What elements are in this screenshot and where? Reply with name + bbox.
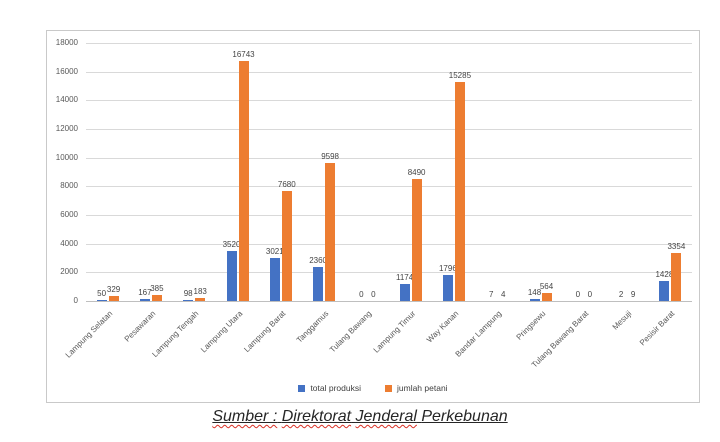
bar-total-produksi-pesisir-barat: [659, 281, 670, 301]
data-label-total-produksi-mesuji: 2: [618, 290, 624, 299]
gridline-4000: [86, 243, 692, 245]
bar-jumlah-petani-pesawaran: [151, 295, 162, 301]
gridline-10000: [86, 157, 692, 159]
data-label-jumlah-petani-lampung-selatan: 329: [106, 285, 121, 294]
y-tick-14000: 14000: [55, 95, 78, 105]
gridline-2000: [86, 272, 692, 274]
bar-total-produksi-lampung-tengah: [183, 300, 194, 301]
bar-total-produksi-lampung-utara: [226, 251, 237, 301]
data-label-total-produksi-pringsewu: 148: [527, 288, 542, 297]
gridline-6000: [86, 215, 692, 216]
y-tick-8000: 8000: [60, 181, 78, 191]
data-label-jumlah-petani-pesisir-barat: 3354: [667, 242, 686, 251]
legend: total produksi jumlah petani: [47, 383, 699, 393]
x-axis-line: [86, 301, 692, 302]
y-tick-2000: 2000: [60, 267, 78, 277]
y-tick-18000: 18000: [55, 38, 78, 47]
y-tick-16000: 16000: [55, 66, 78, 76]
gridline-14000: [86, 100, 692, 102]
caption-word-sumber: Sumber :: [212, 408, 278, 425]
data-label-total-produksi-lampung-utara: 3520: [222, 240, 241, 249]
gridline-8000: [86, 186, 692, 188]
data-label-total-produksi-way-kanan: 1796: [438, 264, 457, 273]
data-label-jumlah-petani-way-kanan: 15285: [448, 71, 472, 80]
data-label-total-produksi-lampung-timur: 1174: [395, 273, 414, 282]
y-tick-4000: 4000: [60, 238, 78, 248]
y-tick-0: 0: [73, 296, 78, 305]
data-label-total-produksi-lampung-tengah: 98: [183, 289, 193, 298]
data-label-total-produksi-pesisir-barat: 1428: [655, 270, 674, 279]
data-label-total-produksi-pesawaran: 167: [138, 288, 152, 297]
caption-word-direktorat: Direktorat: [281, 408, 352, 425]
bar-total-produksi-way-kanan: [442, 275, 453, 301]
bar-jumlah-petani-pringsewu: [541, 293, 552, 301]
bar-jumlah-petani-lampung-timur: [411, 179, 422, 301]
data-label-total-produksi-tanggamus: 2360: [309, 256, 327, 265]
data-label-jumlah-petani-mesuji: 9: [630, 290, 636, 299]
source-caption: Sumber : Direktorat Jenderal Perkebunan: [0, 408, 720, 426]
bar-total-produksi-lampung-barat: [269, 258, 280, 301]
data-label-jumlah-petani-lampung-tengah: 183: [193, 287, 207, 296]
data-label-jumlah-petani-bandar-lampung: 4: [500, 290, 506, 299]
bar-total-produksi-lampung-selatan: [96, 300, 107, 301]
legend-label-total-produksi: total produksi: [310, 383, 361, 393]
bar-total-produksi-lampung-timur: [399, 284, 410, 301]
data-label-jumlah-petani-tulang-bawang: 0: [371, 290, 376, 299]
plot-area: 0 2000 4000 6000 8000 10000 12000 14000 16000 180…: [47, 31, 699, 402]
bar-total-produksi-tanggamus: [313, 267, 324, 301]
y-tick-12000: 12000: [55, 124, 78, 133]
gridline-12000: [86, 129, 692, 130]
y-tick-6000: 6000: [60, 210, 78, 219]
gridline-16000: [86, 71, 692, 73]
bar-jumlah-petani-way-kanan: [454, 82, 465, 301]
gridline-18000: [86, 43, 692, 44]
caption-word-perkebunan: Perkebunan: [421, 408, 508, 425]
bar-jumlah-petani-lampung-tengah: [195, 298, 206, 301]
data-label-total-produksi-lampung-barat: 3021: [265, 247, 284, 256]
data-label-jumlah-petani-lampung-barat: 7680: [277, 180, 296, 189]
chart-frame: 0 2000 4000 6000 8000 10000 12000 14000 16000 180…: [46, 30, 700, 403]
data-label-jumlah-petani-pringsewu: 564: [539, 282, 554, 291]
bar-jumlah-petani-pesisir-barat: [671, 253, 682, 301]
data-label-jumlah-petani-lampung-utara: 16743: [232, 50, 255, 59]
caption-word-jenderal: Jenderal: [355, 408, 417, 425]
bar-jumlah-petani-lampung-utara: [238, 61, 249, 301]
data-label-jumlah-petani-lampung-timur: 8490: [407, 168, 426, 177]
data-label-total-produksi-tulang-bawang-barat: 0: [575, 290, 581, 299]
bar-jumlah-petani-tanggamus: [325, 163, 336, 301]
legend-item-jumlah-petani: jumlah petani: [385, 383, 448, 393]
legend-label-jumlah-petani: jumlah petani: [397, 383, 448, 393]
bar-total-produksi-pesawaran: [139, 299, 150, 301]
legend-swatch-total-produksi: [298, 384, 306, 392]
bar-jumlah-petani-lampung-barat: [281, 191, 292, 301]
bar-jumlah-petani-lampung-selatan: [108, 296, 119, 301]
data-label-total-produksi-bandar-lampung: 7: [488, 290, 494, 299]
data-label-total-produksi-tulang-bawang: 0: [359, 290, 364, 299]
y-tick-10000: 10000: [55, 152, 78, 162]
legend-item-total-produksi: total produksi: [298, 383, 361, 393]
data-label-jumlah-petani-tanggamus: 9598: [321, 152, 339, 161]
data-label-jumlah-petani-pesawaran: 385: [150, 284, 164, 293]
data-label-total-produksi-lampung-selatan: 50: [97, 289, 107, 298]
legend-swatch-jumlah-petani: [385, 384, 392, 392]
bar-total-produksi-pringsewu: [529, 299, 540, 301]
data-label-jumlah-petani-tulang-bawang-barat: 0: [587, 290, 593, 299]
